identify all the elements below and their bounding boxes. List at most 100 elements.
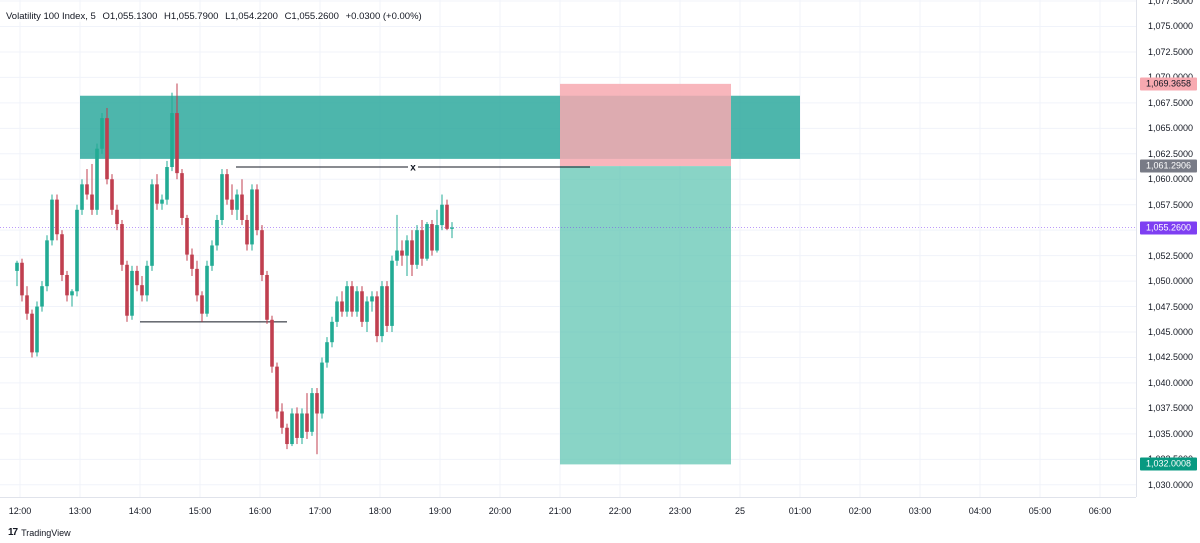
price-axis[interactable]: 1,030.00001,032.50001,035.00001,037.5000… xyxy=(1136,0,1200,497)
candle-body[interactable] xyxy=(150,184,154,266)
candle-body[interactable] xyxy=(400,250,404,256)
chart-pane[interactable]: x xyxy=(0,0,1136,497)
candle-body[interactable] xyxy=(135,270,139,286)
candle-body[interactable] xyxy=(20,262,24,296)
candle-body[interactable] xyxy=(90,194,94,210)
candle-body[interactable] xyxy=(85,184,89,195)
candle-body[interactable] xyxy=(205,265,209,314)
candle-body[interactable] xyxy=(385,286,389,326)
candle-body[interactable] xyxy=(15,262,19,271)
candle-body[interactable] xyxy=(260,230,264,275)
candle-body[interactable] xyxy=(140,285,144,296)
candle-body[interactable] xyxy=(80,184,84,210)
candle-body[interactable] xyxy=(25,295,29,314)
candle-body[interactable] xyxy=(350,286,354,312)
candle-body[interactable] xyxy=(105,118,109,180)
candle-body[interactable] xyxy=(60,234,64,275)
candle-body[interactable] xyxy=(55,199,59,235)
candle-body[interactable] xyxy=(430,224,434,251)
symbol-name[interactable]: Volatility 100 Index, 5 xyxy=(6,11,96,22)
candle-body[interactable] xyxy=(175,113,179,174)
candle-body[interactable] xyxy=(445,204,449,229)
candle-body[interactable] xyxy=(250,189,254,245)
candle-body[interactable] xyxy=(215,219,219,246)
candle-body[interactable] xyxy=(180,173,184,218)
candle-body[interactable] xyxy=(275,366,279,412)
candle-body[interactable] xyxy=(70,291,74,296)
candle-body[interactable] xyxy=(435,225,439,251)
candle-body[interactable] xyxy=(120,224,124,265)
candle-body[interactable] xyxy=(185,217,189,255)
candle-body[interactable] xyxy=(240,194,244,220)
candle-body[interactable] xyxy=(130,270,134,316)
candle-body[interactable] xyxy=(310,393,314,432)
candle-body[interactable] xyxy=(160,199,164,204)
candle-body[interactable] xyxy=(170,113,174,168)
candle-body[interactable] xyxy=(210,245,214,266)
candle-body[interactable] xyxy=(100,118,104,149)
candlestick-chart[interactable]: x xyxy=(0,0,1136,497)
candle-body[interactable] xyxy=(280,411,284,428)
candle-body[interactable] xyxy=(45,240,49,287)
candle-body[interactable] xyxy=(345,286,349,312)
candle-body[interactable] xyxy=(320,362,324,414)
candle-body[interactable] xyxy=(225,174,229,200)
candle-body[interactable] xyxy=(380,286,384,337)
candle-body[interactable] xyxy=(315,393,319,414)
candle-body[interactable] xyxy=(395,250,399,261)
candle-body[interactable] xyxy=(230,199,234,210)
candle-body[interactable] xyxy=(115,209,119,225)
candle-body[interactable] xyxy=(50,199,54,241)
candle-body[interactable] xyxy=(125,264,129,316)
candle-body[interactable] xyxy=(290,413,294,445)
candle-body[interactable] xyxy=(405,240,409,256)
candle-body[interactable] xyxy=(195,268,199,296)
candle-body[interactable] xyxy=(410,240,414,265)
candle-body[interactable] xyxy=(220,174,224,220)
candle-body[interactable] xyxy=(235,194,239,210)
candle-body[interactable] xyxy=(30,313,34,353)
candle-body[interactable] xyxy=(75,209,79,292)
candle-body[interactable] xyxy=(270,319,274,367)
target-zone[interactable] xyxy=(560,166,731,465)
time-axis[interactable]: 12:00 13:00 14:00 15:00 16:00 17:00 18:00 19:00… xyxy=(0,497,1136,524)
candle-body[interactable] xyxy=(35,306,39,353)
current-price-label[interactable]: 1,055.2600 xyxy=(1140,221,1197,235)
candle-body[interactable] xyxy=(165,167,169,200)
candle-body[interactable] xyxy=(390,260,394,326)
candle-body[interactable] xyxy=(245,219,249,245)
candle-body[interactable] xyxy=(95,148,99,210)
tradingview-brand[interactable]: 17 TradingView xyxy=(8,527,71,538)
candle-body[interactable] xyxy=(330,321,334,343)
stop-zone[interactable] xyxy=(560,83,731,167)
candle-body[interactable] xyxy=(355,291,359,312)
candle-body[interactable] xyxy=(325,342,329,363)
candle-body[interactable] xyxy=(415,230,419,265)
candle-body[interactable] xyxy=(145,265,149,296)
candle-body[interactable] xyxy=(285,427,289,445)
candle-body[interactable] xyxy=(335,301,339,322)
candle-body[interactable] xyxy=(155,184,159,204)
candle-body[interactable] xyxy=(255,189,259,231)
candle-body[interactable] xyxy=(370,296,374,302)
candle-body[interactable] xyxy=(375,296,379,337)
candle-body[interactable] xyxy=(305,413,309,432)
candle-body[interactable] xyxy=(65,274,69,296)
candle-body[interactable] xyxy=(300,413,304,438)
candle-body[interactable] xyxy=(420,230,424,259)
candle-body[interactable] xyxy=(190,254,194,269)
candle-body[interactable] xyxy=(110,179,114,210)
candle-body[interactable] xyxy=(265,274,269,320)
candle-body[interactable] xyxy=(295,413,299,438)
candle-body[interactable] xyxy=(365,301,369,322)
candle-body[interactable] xyxy=(340,301,344,312)
entry-price-label[interactable]: 1,061.2906 xyxy=(1140,159,1197,173)
candle-body[interactable] xyxy=(200,295,204,314)
candle-body[interactable] xyxy=(450,227,454,229)
candle-body[interactable] xyxy=(360,291,364,322)
candle-body[interactable] xyxy=(40,286,44,307)
candle-body[interactable] xyxy=(440,204,444,226)
stop-price-label[interactable]: 1,069.3658 xyxy=(1140,77,1197,91)
target-price-label[interactable]: 1,032.0008 xyxy=(1140,457,1197,471)
candle-body[interactable] xyxy=(425,224,429,259)
